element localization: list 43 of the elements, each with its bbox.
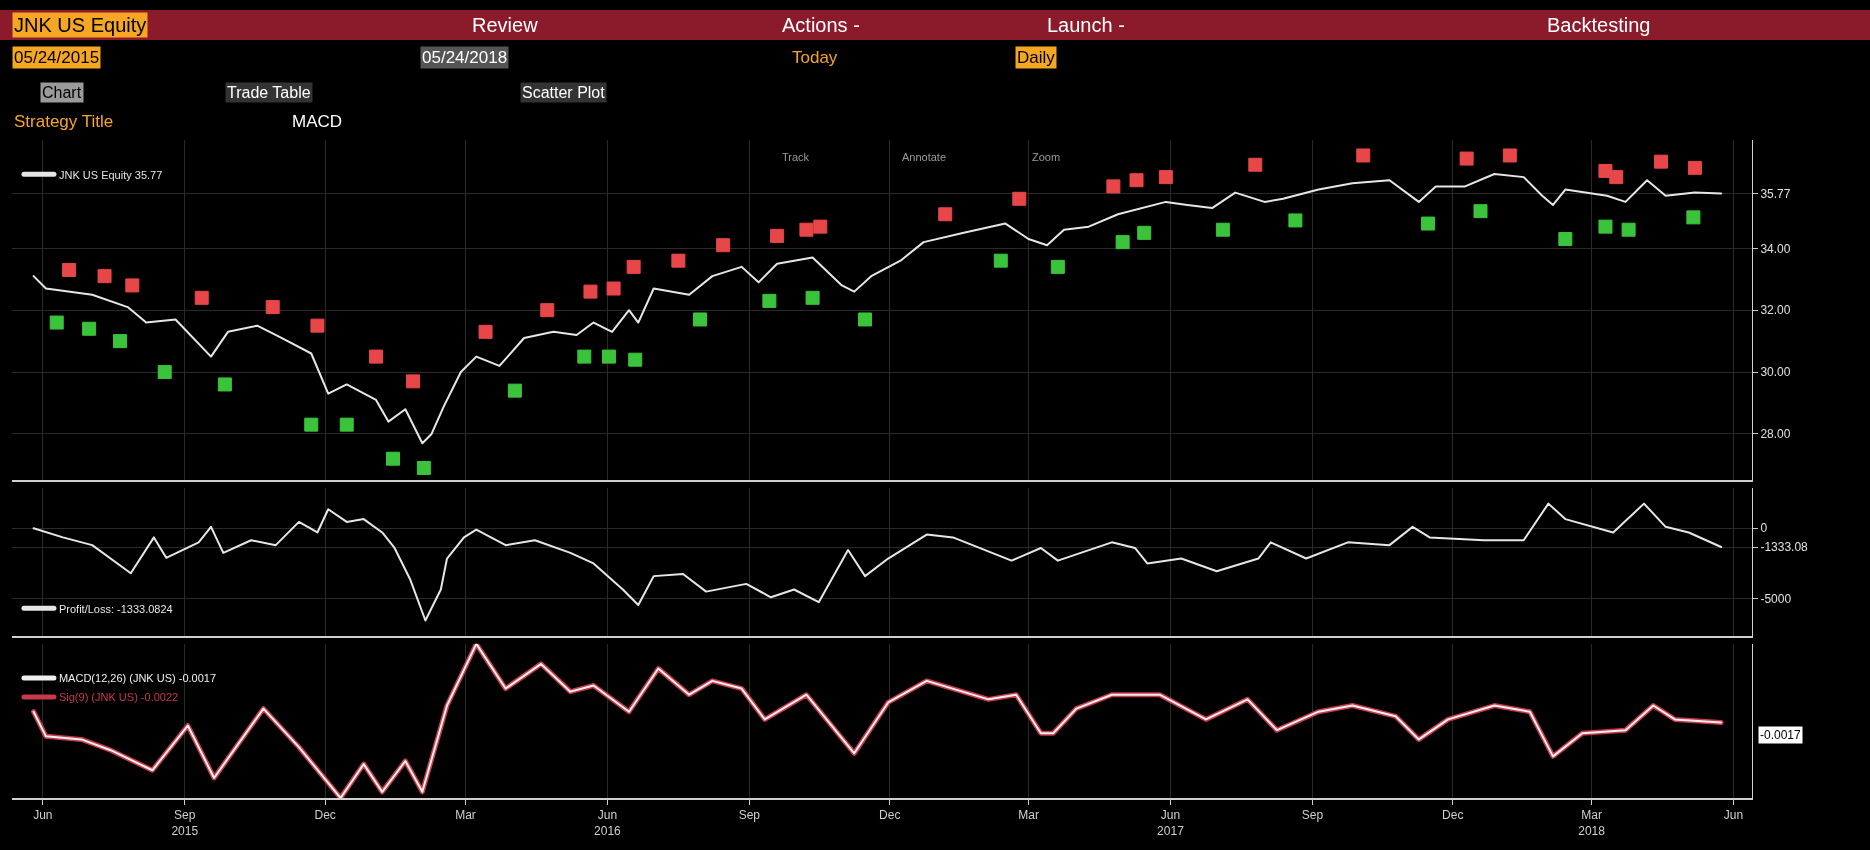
x-tick-label: Mar <box>1018 808 1039 823</box>
annotation: Annotate <box>902 151 947 163</box>
x-tick-label: Dec <box>314 808 336 823</box>
x-tick-label: Jun 2017 <box>1157 808 1185 838</box>
y-tick-label: 35.77 <box>1760 186 1791 201</box>
text: Launch - <box>1047 14 1125 36</box>
text: Daily <box>1017 48 1056 67</box>
y-tick-label: 32.00 <box>1760 303 1791 318</box>
text: Review <box>472 14 539 36</box>
x-tick-label: Mar 2018 <box>1578 808 1606 838</box>
legend-label: Sig(9) (JNK US) -0.0022 <box>58 691 179 704</box>
annotation: Track <box>782 151 810 163</box>
annotation: Zoom <box>1032 151 1061 163</box>
x-tick-label: Sep 2015 <box>171 808 199 838</box>
text: Strategy Title <box>14 112 114 131</box>
x-tick-label: Dec <box>879 808 901 823</box>
text: Backtesting <box>1547 14 1651 36</box>
x-tick-label: Sep <box>738 808 761 823</box>
legend-label: Profit/Loss: -1333.0824 <box>58 602 173 615</box>
y-tick-label: 30.00 <box>1760 365 1791 380</box>
text: 05/24/2015 <box>14 48 100 67</box>
y-tick-label: -1333.08 <box>1760 540 1809 555</box>
text: Scatter Plot <box>522 84 606 101</box>
y-tick-label: 34.00 <box>1760 241 1791 256</box>
text: 05/24/2018 <box>422 48 508 67</box>
y-tick-label: 0 <box>1760 521 1768 536</box>
x-tick-label: Mar <box>455 808 476 823</box>
text: Chart <box>42 84 82 101</box>
y-tick-label: -5000 <box>1760 591 1792 606</box>
x-tick-label: Dec <box>1442 808 1464 823</box>
x-tick-label: Jun <box>33 808 53 823</box>
text: Today <box>792 48 838 67</box>
text: MACD(12,26) (JNK US) -0.0017 <box>58 672 217 685</box>
text: Trade Table <box>227 84 311 101</box>
x-tick-label: Jun 2016 <box>594 808 622 838</box>
y-tick-label: 28.00 <box>1760 427 1791 442</box>
text: Actions - <box>782 14 860 36</box>
text: JNK US Equity <box>14 14 147 36</box>
text: MACD <box>292 112 343 131</box>
legend-label: JNK US Equity 35.77 <box>58 168 163 181</box>
text: -0.0017 <box>1760 728 1802 742</box>
x-tick-label: Jun <box>1723 808 1744 823</box>
x-tick-label: Sep <box>1301 808 1324 823</box>
